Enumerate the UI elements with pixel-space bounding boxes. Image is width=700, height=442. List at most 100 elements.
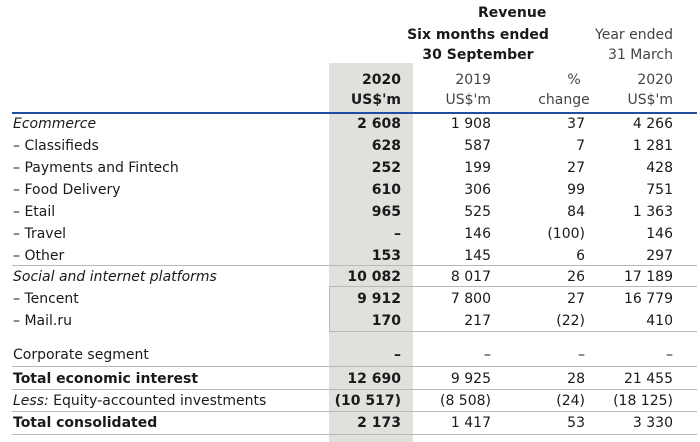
cell-2019: 1 417 [450, 415, 491, 431]
row-label: Ecommerce [13, 116, 97, 132]
cell-year-ended: 4 266 [632, 116, 673, 132]
cell-year-ended: 21 455 [624, 371, 673, 387]
cell-pct-change: 28 [567, 371, 585, 387]
cell-year-ended: (18 125) [613, 393, 673, 409]
col-pct-top: % [567, 72, 581, 88]
cell-2019: 9 925 [450, 371, 491, 387]
row-label: – Tencent [13, 291, 79, 307]
cell-2019: 217 [464, 313, 491, 329]
cell-2019: 199 [464, 160, 491, 176]
cell-2020: 153 [371, 248, 401, 264]
cell-pct-change: 99 [567, 182, 585, 198]
cell-pct-change: 6 [576, 248, 585, 264]
cell-pct-change: 27 [567, 160, 585, 176]
col-2019-unit: US$'m [445, 92, 491, 108]
cell-2019: (8 508) [439, 393, 491, 409]
row-label: Total consolidated [13, 415, 158, 431]
header-six-months-line2: 30 September [422, 47, 534, 63]
cell-pct-change: 53 [567, 415, 585, 431]
cell-2020: 965 [371, 204, 401, 220]
table-row: – Food Delivery 610 306 99 751 [0, 179, 700, 201]
header-six-months-line1: Six months ended [407, 27, 549, 43]
cell-year-ended: 1 363 [632, 204, 673, 220]
table-row: – Travel – 146 (100) 146 [0, 223, 700, 245]
cell-2019: 306 [464, 182, 491, 198]
cell-2019: – [484, 347, 491, 363]
cell-2020: 628 [371, 138, 401, 154]
cell-2019: 146 [464, 226, 491, 242]
table-row: Less: Equity-accounted investments (10 5… [0, 390, 700, 412]
row-rule [12, 411, 697, 412]
table-row: – Tencent 9 912 7 800 27 16 779 [0, 288, 700, 310]
cell-2019: 1 908 [450, 116, 491, 132]
row-rule [12, 366, 697, 367]
cell-pct-change: 26 [567, 269, 585, 285]
cell-pct-change: 7 [576, 138, 585, 154]
cell-2020: 2 173 [357, 415, 401, 431]
cell-2020: – [394, 347, 401, 363]
cell-year-ended: – [666, 347, 673, 363]
cell-2020: 12 690 [347, 371, 401, 387]
header-revenue: Revenue [478, 5, 547, 21]
col-ye-unit: US$'m [627, 92, 673, 108]
row-label: – Other [13, 248, 65, 264]
cell-2019: 525 [464, 204, 491, 220]
row-rule [12, 434, 697, 435]
cell-2019: 587 [464, 138, 491, 154]
col-ye-year: 2020 [637, 72, 673, 88]
cell-pct-change: (22) [556, 313, 585, 329]
cell-pct-change: 27 [567, 291, 585, 307]
cell-year-ended: 1 281 [632, 138, 673, 154]
cell-2020: 252 [371, 160, 401, 176]
table-row: – Classifieds 628 587 7 1 281 [0, 135, 700, 157]
cell-year-ended: 17 189 [624, 269, 673, 285]
col-pct-bottom: change [538, 92, 590, 108]
cell-2020: 610 [371, 182, 401, 198]
cell-2020: 9 912 [357, 291, 401, 307]
row-label: – Classifieds [13, 138, 99, 154]
col-2020-unit: US$'m [350, 92, 401, 108]
row-label: – Payments and Fintech [13, 160, 179, 176]
row-rule [12, 389, 697, 390]
table-row: Social and internet platforms 10 082 8 0… [0, 266, 700, 288]
cell-pct-change: (100) [547, 226, 585, 242]
cell-2020: (10 517) [334, 393, 401, 409]
row-label: Less: Equity-accounted investments [13, 392, 266, 410]
cell-2019: 145 [464, 248, 491, 264]
cell-year-ended: 428 [646, 160, 673, 176]
row-label-italic: Less: [13, 393, 49, 409]
col-2020-year: 2020 [362, 72, 401, 88]
cell-year-ended: 410 [646, 313, 673, 329]
row-label: Corporate segment [13, 347, 149, 363]
table-row: – Other 153 145 6 297 [0, 245, 700, 267]
header-year-ended-line1: Year ended [595, 27, 673, 43]
cell-2020: 170 [371, 313, 401, 329]
table-row: Corporate segment – – – – [0, 344, 700, 366]
cell-2020: – [394, 226, 401, 242]
table-row: Total economic interest 12 690 9 925 28 … [0, 368, 700, 390]
cell-year-ended: 3 330 [632, 415, 673, 431]
col-2019-year: 2019 [455, 72, 491, 88]
subsegment-box [329, 286, 697, 332]
row-label: – Mail.ru [13, 313, 72, 329]
cell-year-ended: 751 [646, 182, 673, 198]
row-label: Total economic interest [13, 371, 199, 387]
row-label: – Etail [13, 204, 56, 220]
table-row: Ecommerce 2 608 1 908 37 4 266 [0, 113, 700, 135]
cell-pct-change: – [578, 347, 585, 363]
highlight-column-2020 [329, 63, 413, 442]
row-label: Social and internet platforms [13, 269, 217, 285]
cell-pct-change: 84 [567, 204, 585, 220]
cell-pct-change: 37 [567, 116, 585, 132]
header-year-ended-line2: 31 March [608, 47, 673, 63]
table-row: – Mail.ru 170 217 (22) 410 [0, 310, 700, 332]
row-label: – Food Delivery [13, 182, 121, 198]
cell-year-ended: 16 779 [624, 291, 673, 307]
row-label-text: Equity-accounted investments [48, 393, 267, 409]
table-row: Total consolidated 2 173 1 417 53 3 330 [0, 412, 700, 434]
row-rule [12, 265, 697, 266]
cell-pct-change: (24) [556, 393, 585, 409]
table-row: – Etail 965 525 84 1 363 [0, 201, 700, 223]
cell-2020: 10 082 [347, 269, 401, 285]
header-rule [12, 112, 697, 114]
